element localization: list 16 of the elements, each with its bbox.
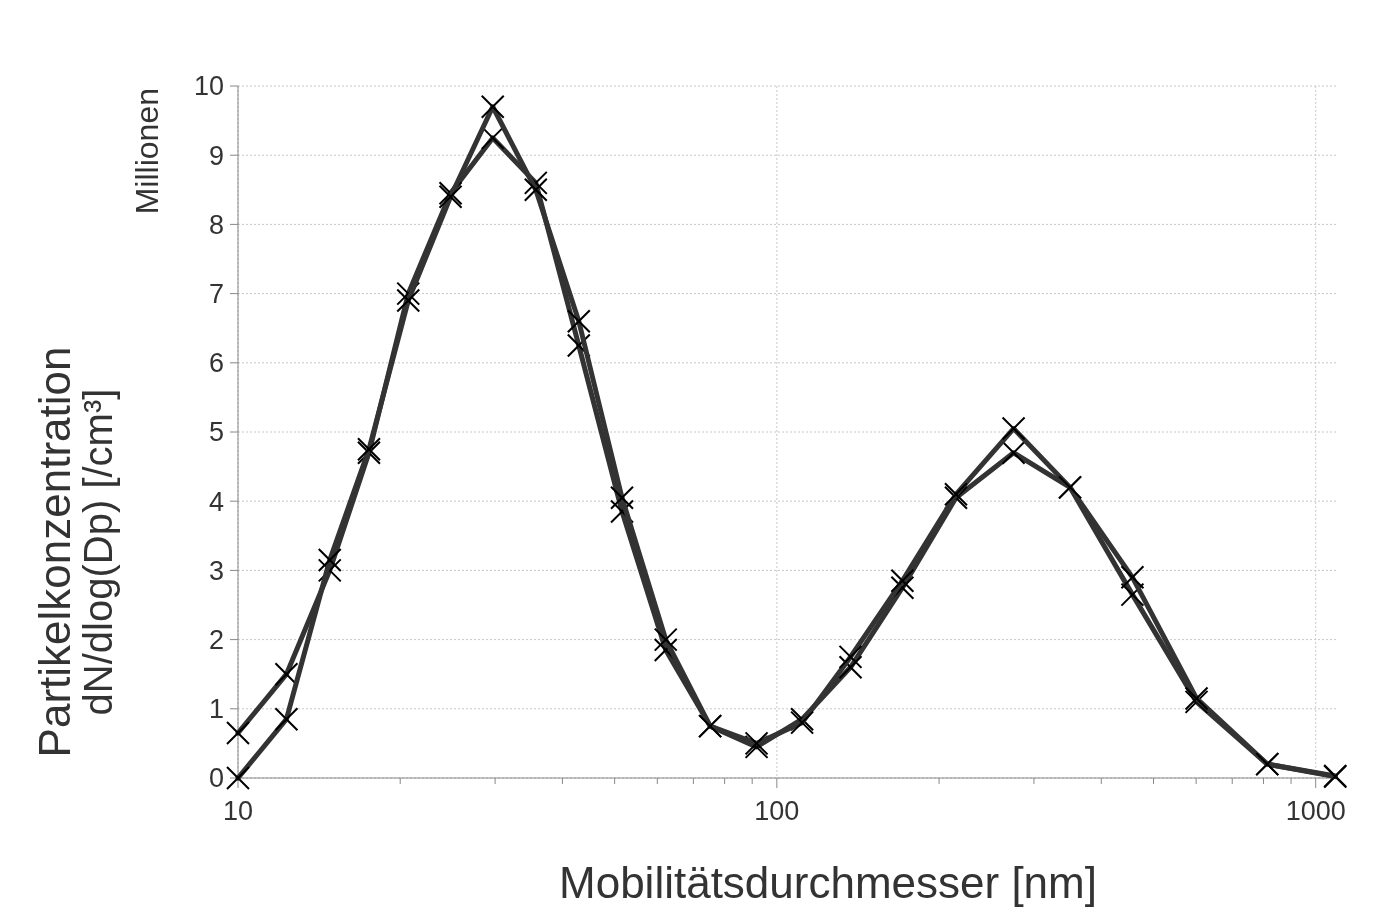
text: Millionen <box>129 88 165 215</box>
y-tick-label: 1 <box>208 694 224 725</box>
y-tick-label: 4 <box>208 486 224 517</box>
x-tick-label: 100 <box>754 796 800 826</box>
x-tick-label: 1000 <box>1285 796 1346 826</box>
x-axis-title: Mobilitätsdurchmesser [nm] <box>559 858 1097 907</box>
y-tick-label: 7 <box>208 279 224 310</box>
y-tick-label: 6 <box>208 348 224 379</box>
y-tick-label: 10 <box>193 71 224 102</box>
y-axis-title: Partikelkonzentration dN/dlog(Dp) [/cm³] <box>30 346 120 758</box>
y-tick-label: 8 <box>208 209 224 240</box>
y-tick-label: 5 <box>208 417 224 448</box>
y-tick-label: 9 <box>208 140 224 171</box>
y-tick-label: 0 <box>208 763 224 794</box>
y-tick-label: 2 <box>208 625 224 656</box>
y-tick-label: 3 <box>208 555 224 586</box>
